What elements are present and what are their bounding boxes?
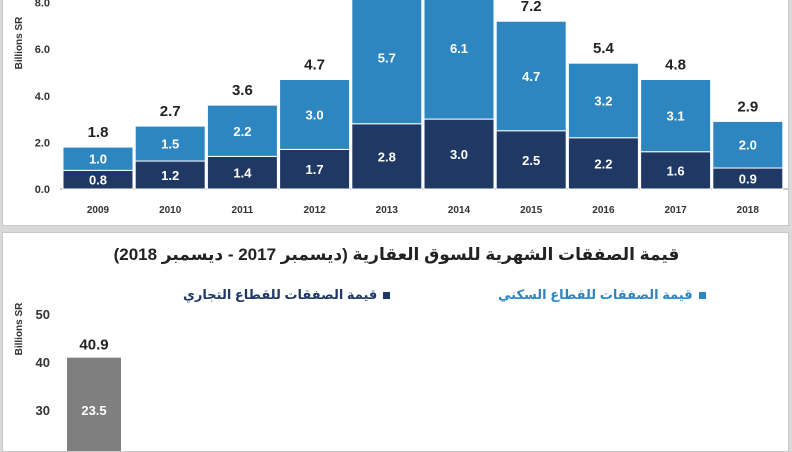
segment-value-label: 2.2 — [594, 156, 612, 171]
monthly-chart-panel: قيمة الصفقات الشهرية للسوق العقارية (ديس… — [2, 232, 789, 452]
segment-value-label: 0.8 — [89, 173, 107, 188]
segment-value-label: 0.9 — [739, 172, 757, 187]
legend-commercial: قيمة الصفقات للقطاع التجاري — [183, 287, 391, 303]
segment-value-label: 4.7 — [522, 69, 540, 84]
bar-segment-2010-residential — [134, 125, 206, 162]
y-tick-label: 2.0 — [35, 137, 50, 149]
segment-value-label: 3.0 — [450, 147, 468, 162]
bar-segment-first-month — [67, 357, 121, 451]
bar-total-label: 4.8 — [665, 56, 686, 73]
segment-value-label: 3.1 — [667, 109, 685, 124]
x-tick-label: 2014 — [448, 205, 471, 216]
segment-value-label: 3.2 — [594, 93, 612, 108]
segment-value-label: 1.7 — [306, 162, 324, 177]
bar-total-label: 4.7 — [304, 56, 325, 73]
segment-value-label: 5.7 — [378, 50, 396, 65]
bar-segment-2018-residential — [712, 120, 784, 169]
bar-total-label: 7.2 — [521, 0, 542, 15]
bar-segment-2012-commercial — [279, 148, 351, 190]
segment-value-label: 1.5 — [161, 137, 179, 152]
bar-segment-2013-residential — [351, 0, 423, 125]
bar-segment-2009-residential — [62, 146, 134, 171]
segment-value-label: 2.0 — [739, 138, 757, 153]
segment-value-label: 1.0 — [89, 152, 107, 167]
bar-segment-2014-residential — [423, 0, 495, 120]
bar-segment-2016-residential — [567, 62, 639, 139]
x-tick-label: 2015 — [520, 205, 543, 216]
bar-segment-2015-commercial — [495, 130, 567, 190]
bar-segment-2010-commercial — [134, 160, 206, 190]
segment-value-label: 2.2 — [233, 124, 251, 139]
y-tick-label: 4.0 — [35, 91, 50, 103]
x-tick-label: 2017 — [664, 205, 687, 216]
bar-segment-2017-residential — [640, 78, 712, 153]
bar-segment-2011-residential — [206, 104, 278, 157]
legend-commercial-label: قيمة الصفقات للقطاع التجاري — [183, 287, 378, 302]
legend-residential-swatch — [698, 291, 706, 299]
segment-value-label: 1.4 — [233, 166, 252, 181]
x-tick-label: 2018 — [737, 205, 760, 216]
bar-segment-2017-commercial — [640, 151, 712, 190]
legend-residential-label: قيمة الصفقات للقطاع السكني — [498, 287, 693, 302]
top-y-axis-label: Billions SR — [14, 16, 25, 70]
segment-value-label: 23.5 — [81, 403, 106, 418]
y-tick-label: 30 — [36, 403, 50, 418]
y-tick-label: 6.0 — [35, 44, 50, 56]
x-tick-label: 2016 — [592, 205, 615, 216]
y-tick-label: 8.0 — [35, 0, 50, 10]
bar-segment-2013-commercial — [351, 123, 423, 190]
annual-chart-panel: 0.0 2.0 4.0 6.0 8.0 Billions SR 0.8 1.0 1.8 200… — [2, 0, 789, 226]
bar-total-label: 40.9 — [79, 337, 108, 354]
segment-value-label: 1.2 — [161, 168, 179, 183]
segment-value-label: 6.1 — [450, 41, 468, 56]
x-tick-label: 2009 — [87, 205, 110, 216]
bar-total-label: 2.9 — [737, 98, 758, 115]
y-tick-label: 0.0 — [35, 184, 50, 196]
x-tick-label: 2011 — [232, 205, 254, 216]
bar-segment-2016-commercial — [567, 137, 639, 190]
segment-value-label: 1.6 — [667, 163, 685, 178]
x-tick-label: 2013 — [376, 205, 399, 216]
segment-value-label: 2.5 — [522, 153, 540, 168]
bar-total-label: 5.4 — [593, 40, 615, 57]
bottom-y-axis-label: Billions SR — [14, 302, 25, 356]
bar-segment-2014-commercial — [423, 118, 495, 190]
bar-total-label: 3.6 — [232, 82, 253, 99]
bar-segment-2011-commercial — [206, 155, 278, 190]
bar-segment-2012-residential — [279, 78, 351, 150]
segment-value-label: 2.8 — [378, 149, 396, 164]
x-tick-label: 2012 — [303, 205, 326, 216]
bar-total-label: 2.7 — [160, 103, 181, 120]
y-tick-label: 40 — [36, 355, 50, 370]
y-tick-label: 50 — [36, 307, 50, 322]
bar-total-label: 1.8 — [88, 124, 109, 141]
legend-commercial-swatch — [383, 291, 391, 299]
chart-title: قيمة الصفقات الشهرية للسوق العقارية (ديس… — [113, 245, 680, 264]
x-tick-label: 2010 — [159, 205, 182, 216]
monthly-chart-svg: Billions SR 50 40 30 40.9 23.5 — [14, 302, 121, 451]
legend-residential: قيمة الصفقات للقطاع السكني — [498, 287, 706, 303]
bar-segment-2015-residential — [495, 20, 567, 132]
annual-chart-svg: 0.0 2.0 4.0 6.0 8.0 Billions SR 0.8 1.0 1.8 200… — [14, 0, 788, 216]
segment-value-label: 3.0 — [306, 107, 324, 122]
